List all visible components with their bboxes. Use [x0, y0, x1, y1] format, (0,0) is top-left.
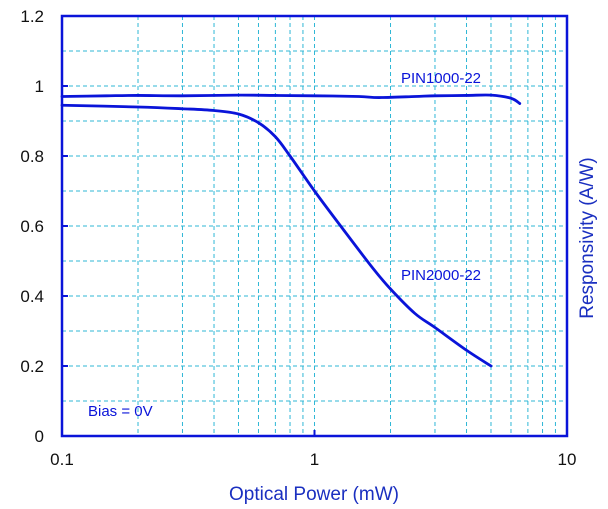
grid-lines [62, 16, 567, 436]
x-tick-label: 1 [310, 450, 319, 469]
y-tick-label: 0.2 [20, 357, 44, 376]
series-line-pin1000-22 [60, 93, 522, 105]
y-tick-label: 1.2 [20, 7, 44, 26]
y-tick-labels: 0 0.2 0.4 0.6 0.8 1 1.2 [20, 7, 68, 446]
series-lines [60, 93, 522, 368]
series-label-pin2000-22: PIN2000-22 [401, 267, 481, 284]
y-tick-label: 0.8 [20, 147, 44, 166]
y-tick-label: 0.6 [20, 217, 44, 236]
y-axis-title: Responsivity (A/W) [577, 157, 598, 319]
x-tick-label: 10 [558, 450, 577, 469]
y-tick-label: 0.4 [20, 287, 44, 306]
series-labels: PIN1000-22 PIN2000-22 [401, 70, 481, 284]
y-tick-label: 1 [35, 77, 44, 96]
x-axis-title: Optical Power (mW) [229, 484, 399, 505]
series-label-pin1000-22: PIN1000-22 [401, 70, 481, 87]
y-tick-label: 0 [35, 427, 44, 446]
bias-annotation: Bias = 0V [88, 403, 153, 420]
x-tick-label: 0.1 [50, 450, 74, 469]
series-line-pin2000-22 [60, 103, 493, 368]
x-tick-labels: 0.1 1 10 [50, 430, 576, 469]
